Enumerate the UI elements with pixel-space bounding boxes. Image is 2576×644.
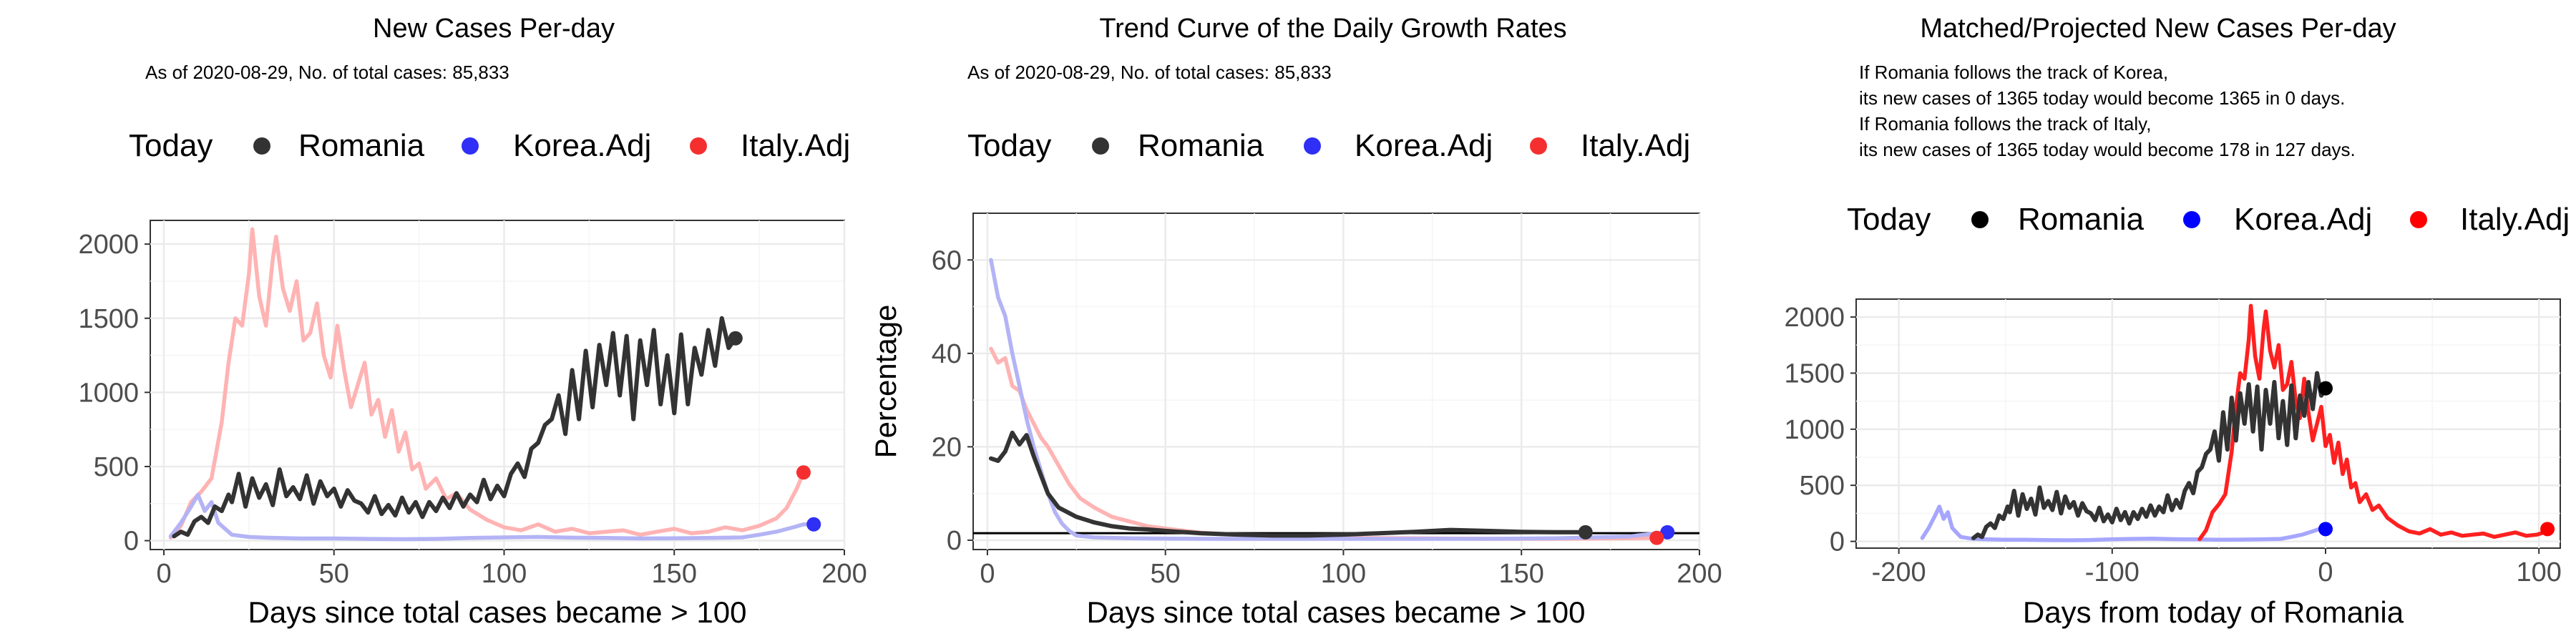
- panel2-series: [973, 258, 1699, 545]
- romania-today-point: [728, 331, 743, 346]
- legend-korea-point: [1304, 137, 1321, 155]
- panel-projected-cases: Matched/Projected New Cases Per-day If R…: [1784, 14, 2570, 629]
- x-tick-label: 200: [1677, 559, 1722, 589]
- korea-today-point: [1660, 525, 1675, 540]
- panel2-axes: 0 50 100 150 200 0 20 40 60: [932, 245, 1722, 589]
- y-tick-label: 0: [947, 526, 962, 556]
- romania-today-point: [2318, 381, 2333, 396]
- x-tick-label: 50: [1151, 559, 1181, 589]
- korea-today-point: [806, 517, 821, 532]
- legend-title: Today: [967, 128, 1051, 163]
- x-tick-label: 100: [1321, 559, 1366, 589]
- panel1-subtitle: As of 2020-08-29, No. of total cases: 85…: [145, 62, 509, 83]
- y-tick-label: 2000: [1784, 303, 1845, 333]
- italy-series-line: [2197, 303, 2550, 542]
- romania-series-line: [172, 316, 738, 539]
- panel2-x-axis-title: Days since total cases became > 100: [1087, 595, 1586, 629]
- x-tick-label: 150: [1499, 559, 1544, 589]
- y-tick-label: 500: [94, 452, 139, 482]
- panel2-title: Trend Curve of the Daily Growth Rates: [1099, 14, 1566, 44]
- italy-today-point: [2540, 522, 2555, 537]
- italy-today-point: [1649, 530, 1664, 545]
- y-tick-label: 20: [932, 432, 962, 462]
- legend-korea-point: [462, 137, 479, 155]
- legend-title: Today: [1847, 202, 1931, 237]
- y-tick-label: 1500: [78, 304, 139, 334]
- korea-series-line: [1920, 504, 2328, 542]
- panel1-series: [168, 227, 821, 542]
- panel1-x-axis-title: Days since total cases became > 100: [248, 595, 747, 629]
- panel2-subtitle: As of 2020-08-29, No. of total cases: 85…: [967, 62, 1332, 83]
- legend-korea-label: Korea.Adj: [513, 128, 651, 163]
- legend-romania-label: Romania: [1138, 128, 1264, 163]
- legend-korea-label: Korea.Adj: [1355, 128, 1493, 163]
- legend-romania-point: [1092, 137, 1109, 155]
- x-tick-label: 0: [980, 559, 995, 589]
- panel3-title: Matched/Projected New Cases Per-day: [1920, 14, 2396, 44]
- italy-today-point: [796, 465, 811, 480]
- legend-korea-label: Korea.Adj: [2234, 202, 2372, 237]
- panel3-series: [1920, 303, 2555, 542]
- y-tick-label: 40: [932, 339, 962, 369]
- panel1-legend: Today Romania Korea.Adj Italy.Adj: [129, 128, 850, 163]
- legend-italy-point: [2410, 211, 2427, 228]
- legend-italy-point: [1530, 137, 1547, 155]
- x-tick-label: 100: [482, 559, 527, 589]
- romania-series-line: [988, 430, 1588, 538]
- y-tick-label: 0: [1830, 527, 1845, 557]
- panel3-legend: Today Romania Korea.Adj Italy.Adj: [1847, 202, 2570, 237]
- korea-series-line: [168, 492, 816, 542]
- x-tick-label: -100: [2085, 557, 2140, 587]
- panel3-note-line: its new cases of 1365 today would become…: [1859, 87, 2345, 109]
- panel3-plot-border: [1855, 298, 2561, 549]
- legend-romania-point: [1971, 211, 1989, 228]
- panel2-y-axis-title: Percentage: [869, 305, 902, 459]
- romania-series-line: [1971, 371, 2328, 540]
- panel3-x-axis-title: Days from today of Romania: [2023, 595, 2404, 629]
- y-tick-label: 1000: [1784, 415, 1845, 445]
- legend-romania-label: Romania: [298, 128, 425, 163]
- y-tick-label: 2000: [78, 230, 139, 260]
- panel-growth-rates: Trend Curve of the Daily Growth Rates As…: [869, 14, 1722, 629]
- legend-korea-point: [2183, 211, 2200, 228]
- y-tick-label: 1000: [78, 378, 139, 408]
- panel-new-cases: New Cases Per-day As of 2020-08-29, No. …: [78, 14, 867, 629]
- x-tick-label: 50: [319, 559, 349, 589]
- panel3-note-line: If Romania follows the track of Korea,: [1859, 62, 2168, 83]
- x-tick-label: 150: [652, 559, 697, 589]
- legend-romania-label: Romania: [2018, 202, 2145, 237]
- italy-series-line: [168, 227, 806, 540]
- legend-italy-label: Italy.Adj: [741, 128, 850, 163]
- legend-title: Today: [129, 128, 213, 163]
- panel3-note-line: its new cases of 1365 today would become…: [1859, 139, 2356, 160]
- romania-today-point: [1578, 525, 1593, 540]
- x-tick-label: -200: [1872, 557, 1926, 587]
- panel1-title: New Cases Per-day: [373, 14, 615, 44]
- panel2-legend: Today Romania Korea.Adj Italy.Adj: [967, 128, 1690, 163]
- x-tick-label: 0: [2318, 557, 2333, 587]
- legend-italy-point: [690, 137, 707, 155]
- italy-series-line: [989, 346, 1659, 541]
- legend-italy-label: Italy.Adj: [2460, 202, 2570, 237]
- korea-series-line: [989, 258, 1669, 541]
- y-tick-label: 500: [1800, 471, 1845, 501]
- panel3-gridlines: [1856, 299, 2560, 548]
- x-tick-label: 200: [821, 559, 867, 589]
- panel3-note-line: If Romania follows the track of Italy,: [1859, 113, 2151, 135]
- y-tick-label: 60: [932, 245, 962, 275]
- y-tick-label: 0: [124, 527, 139, 557]
- y-tick-label: 1500: [1784, 358, 1845, 389]
- panel1-gridlines: [150, 220, 846, 550]
- x-tick-label: 0: [156, 559, 171, 589]
- x-tick-label: 100: [2516, 557, 2561, 587]
- korea-today-point: [2318, 522, 2333, 537]
- panel1-plot-border: [150, 220, 845, 550]
- legend-romania-point: [253, 137, 270, 155]
- legend-italy-label: Italy.Adj: [1581, 128, 1690, 163]
